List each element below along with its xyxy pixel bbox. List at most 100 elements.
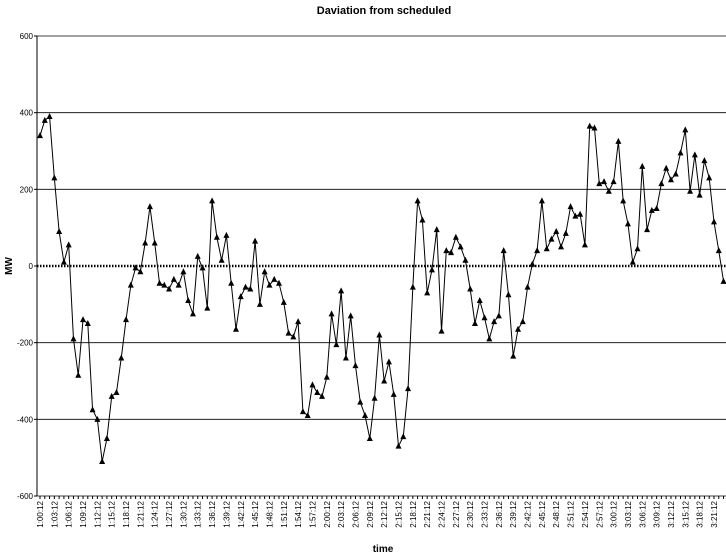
- x-tick-label: 2:12:12: [380, 500, 389, 527]
- data-marker: [495, 312, 502, 319]
- data-marker: [352, 362, 359, 369]
- x-tick-label: 1:12:12: [93, 500, 102, 527]
- data-marker: [304, 412, 311, 418]
- data-marker: [223, 231, 230, 238]
- data-line: [39, 115, 725, 462]
- data-marker: [644, 226, 651, 233]
- data-marker: [94, 415, 101, 422]
- x-tick-label: 2:42:12: [524, 500, 533, 527]
- x-tick-label: 1:42:12: [237, 500, 246, 527]
- data-marker: [357, 398, 364, 405]
- data-marker: [577, 210, 584, 217]
- x-tick-label: 2:09:12: [366, 500, 375, 527]
- data-marker: [41, 116, 48, 123]
- data-marker: [390, 390, 397, 397]
- data-marker: [424, 289, 431, 296]
- data-marker: [209, 197, 216, 204]
- data-marker: [204, 304, 211, 311]
- data-marker: [400, 433, 407, 440]
- x-tick-label: 1:03:12: [50, 500, 59, 527]
- x-tick-label: 3:15:12: [681, 500, 690, 527]
- data-marker: [658, 180, 665, 187]
- data-marker: [194, 252, 201, 259]
- data-marker: [462, 256, 469, 263]
- data-marker: [170, 275, 177, 282]
- data-marker: [103, 435, 110, 441]
- data-marker: [706, 174, 713, 181]
- data-marker: [218, 256, 225, 263]
- x-tick-label: 3:12:12: [667, 500, 676, 527]
- data-marker: [510, 352, 517, 359]
- x-tick-label: 2:21:12: [423, 500, 432, 527]
- data-marker: [419, 216, 426, 223]
- data-marker: [515, 325, 521, 332]
- x-tick-label: 1:00:12: [36, 500, 45, 527]
- x-tick-label: 2:57:12: [595, 500, 604, 527]
- data-marker: [405, 385, 412, 392]
- data-marker: [89, 406, 96, 413]
- x-tick-label: 1:48:12: [265, 500, 274, 527]
- data-marker: [290, 333, 297, 340]
- data-marker: [237, 293, 244, 300]
- chart-title: Daviation from scheduled: [317, 5, 451, 17]
- data-marker: [347, 312, 354, 319]
- data-marker: [328, 310, 335, 317]
- x-tick-label: 1:18:12: [122, 500, 131, 527]
- data-marker: [629, 258, 636, 265]
- data-marker: [553, 228, 560, 234]
- x-tick-label: 2:48:12: [552, 500, 561, 527]
- data-marker: [314, 389, 321, 395]
- data-marker: [151, 239, 158, 246]
- data-marker: [80, 316, 87, 323]
- data-marker: [691, 151, 698, 158]
- data-marker: [247, 285, 254, 292]
- data-marker: [166, 285, 173, 292]
- data-marker: [710, 218, 717, 225]
- y-tick-label: 600: [20, 32, 34, 41]
- x-tick-label: 2:06:12: [351, 500, 360, 527]
- x-tick-label: 2:03:12: [337, 500, 346, 527]
- data-marker: [687, 187, 694, 194]
- data-marker: [376, 331, 383, 338]
- x-tick-label: 3:09:12: [653, 500, 662, 527]
- data-marker: [271, 275, 278, 282]
- data-marker: [524, 283, 531, 290]
- data-marker: [562, 229, 569, 236]
- data-marker: [476, 297, 483, 303]
- x-tick-label: 2:54:12: [581, 500, 590, 527]
- data-marker: [395, 442, 402, 449]
- x-tick-label: 1:27:12: [165, 500, 174, 527]
- x-tick-label: 1:51:12: [280, 500, 289, 527]
- data-marker: [123, 316, 130, 323]
- data-marker: [156, 279, 163, 286]
- data-marker: [572, 212, 579, 219]
- data-marker: [529, 260, 536, 267]
- y-tick-label: 200: [20, 185, 34, 194]
- data-marker: [596, 180, 603, 187]
- data-marker: [84, 320, 91, 326]
- data-marker: [127, 281, 134, 288]
- data-marker: [256, 300, 263, 307]
- data-marker: [682, 126, 689, 133]
- data-marker: [448, 249, 455, 256]
- data-marker: [362, 412, 369, 418]
- x-tick-label: 2:27:12: [452, 500, 461, 527]
- data-marker: [266, 281, 273, 288]
- data-marker: [132, 264, 139, 271]
- data-marker: [667, 176, 674, 183]
- data-marker: [467, 285, 474, 292]
- y-tick-label: -200: [17, 339, 34, 348]
- data-marker: [701, 157, 708, 164]
- x-tick-label: 1:21:12: [136, 500, 145, 527]
- data-marker: [108, 392, 115, 399]
- data-marker: [567, 203, 574, 210]
- y-axis-title: MW: [4, 257, 15, 275]
- data-marker: [309, 381, 316, 388]
- x-tick-label: 3:00:12: [610, 500, 619, 527]
- data-marker: [146, 203, 153, 210]
- data-marker: [99, 458, 106, 464]
- data-marker: [620, 197, 627, 204]
- data-marker: [161, 281, 168, 288]
- data-marker: [534, 247, 541, 254]
